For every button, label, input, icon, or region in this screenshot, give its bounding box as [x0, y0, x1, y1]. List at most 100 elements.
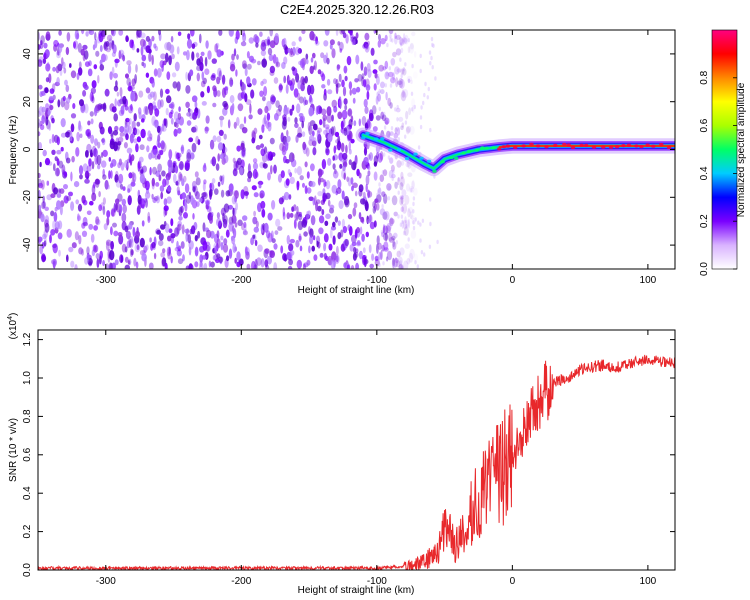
noise-speckle-dot [97, 74, 100, 84]
noise-speckle-dot [184, 183, 190, 194]
noise-speckle-dot [312, 235, 316, 241]
noise-speckle-dot [331, 114, 334, 122]
noise-speckle-dot [312, 197, 316, 206]
noise-speckle-dot [151, 54, 154, 66]
noise-speckle-dot [386, 118, 389, 123]
noise-speckle-dot [396, 68, 402, 73]
noise-speckle-dot [354, 251, 359, 258]
noise-speckle-dot [186, 49, 190, 61]
noise-speckle-dot [309, 30, 315, 41]
noise-speckle-dot [58, 188, 61, 194]
noise-speckle-dot [195, 52, 200, 58]
noise-speckle-dot [412, 220, 415, 225]
noise-speckle-dot [97, 164, 101, 170]
noise-speckle-dot [121, 243, 127, 253]
noise-speckle-dot [233, 121, 237, 129]
noise-speckle-dot [217, 153, 220, 162]
colorbar-tick-label: 0.0 [699, 262, 710, 276]
noise-speckle-dot [102, 205, 106, 216]
doppler-trace-clump [566, 143, 571, 147]
noise-speckle-dot [338, 200, 344, 210]
doppler-trace-clump [584, 143, 589, 147]
noise-speckle-dot [144, 180, 150, 191]
noise-speckle-dot [353, 246, 357, 254]
noise-speckle-dot [242, 228, 247, 235]
noise-speckle-dot [292, 153, 295, 161]
noise-speckle-dot [128, 172, 133, 179]
noise-speckle-dot [314, 40, 320, 46]
noise-speckle-dot [174, 165, 179, 174]
noise-speckle-dot [349, 226, 353, 236]
noise-speckle-dot [263, 222, 269, 233]
noise-speckle-dot [330, 126, 334, 137]
noise-speckle-dot [302, 141, 307, 151]
noise-speckle-dot [384, 60, 389, 70]
noise-speckle-dot [413, 71, 418, 78]
doppler-trace-clump [591, 145, 597, 149]
noise-speckle-dot [258, 134, 263, 140]
noise-speckle-dot [39, 124, 45, 131]
noise-speckle-dot [331, 184, 338, 194]
noise-speckle-dot [210, 211, 214, 217]
noise-speckle-dot [104, 179, 109, 190]
doppler-trace-clump [480, 146, 485, 150]
noise-speckle-dot [344, 75, 348, 82]
noise-speckle-dot [287, 117, 291, 122]
noise-speckle-dot [145, 72, 150, 78]
noise-speckle-dot [398, 263, 404, 269]
noise-speckle-dot [297, 132, 303, 138]
noise-speckle-dot [91, 192, 97, 202]
noise-speckle-dot [155, 170, 161, 177]
doppler-trace-clump [396, 148, 402, 152]
noise-speckle-dot [315, 105, 319, 116]
noise-speckle-dot [99, 45, 103, 52]
doppler-trace-clump [651, 144, 656, 148]
noise-speckle-dot [105, 239, 112, 246]
noise-speckle-dot [288, 80, 293, 86]
noise-speckle-dot [395, 77, 399, 88]
noise-speckle-dot [82, 199, 88, 206]
noise-speckle-dot [50, 210, 55, 217]
doppler-trace-clump [626, 143, 632, 147]
noise-speckle-dot [146, 136, 153, 142]
noise-speckle-dot [366, 118, 371, 129]
noise-speckle-dot [400, 176, 405, 187]
noise-speckle-dot [348, 159, 352, 166]
noise-speckle-dot [269, 250, 276, 258]
noise-speckle-dot [177, 190, 181, 196]
noise-speckle-dot [168, 103, 174, 109]
doppler-trace-clump [535, 144, 541, 148]
doppler-trace-clump [432, 169, 437, 173]
noise-speckle-dot [118, 234, 124, 245]
noise-speckle-dot [364, 71, 367, 76]
noise-speckle-dot [57, 220, 63, 230]
noise-speckle-dot [131, 171, 135, 180]
noise-speckle-dot [162, 248, 166, 254]
noise-speckle-dot [134, 128, 140, 135]
noise-speckle-dot [284, 141, 289, 151]
noise-speckle-dot [335, 83, 341, 88]
noise-speckle-dot [223, 238, 228, 246]
noise-speckle-dot [81, 30, 85, 35]
noise-speckle-dot [204, 68, 210, 75]
doppler-trace-clump [365, 131, 370, 136]
noise-speckle-dot [41, 201, 46, 210]
noise-speckle-dot [399, 222, 403, 227]
plot-area-bottom [38, 330, 675, 570]
y-tick-label: 0.4 [22, 486, 33, 500]
noise-speckle-dot [244, 67, 248, 77]
noise-speckle-dot [251, 130, 256, 139]
noise-speckle-dot [100, 30, 107, 37]
noise-speckle-dot [271, 200, 276, 210]
noise-speckle-dot [214, 245, 218, 255]
colorbar-gradient [711, 29, 738, 270]
noise-speckle-dot [220, 235, 224, 241]
noise-speckle-dot [185, 85, 191, 94]
noise-speckle-dot [245, 99, 252, 105]
noise-speckle-dot [251, 78, 257, 86]
noise-speckle-dot [392, 241, 397, 250]
noise-speckle-dot [167, 235, 172, 242]
noise-speckle-dot [48, 121, 51, 131]
noise-speckle-dot [288, 243, 294, 252]
noise-speckle-dot [305, 59, 309, 65]
